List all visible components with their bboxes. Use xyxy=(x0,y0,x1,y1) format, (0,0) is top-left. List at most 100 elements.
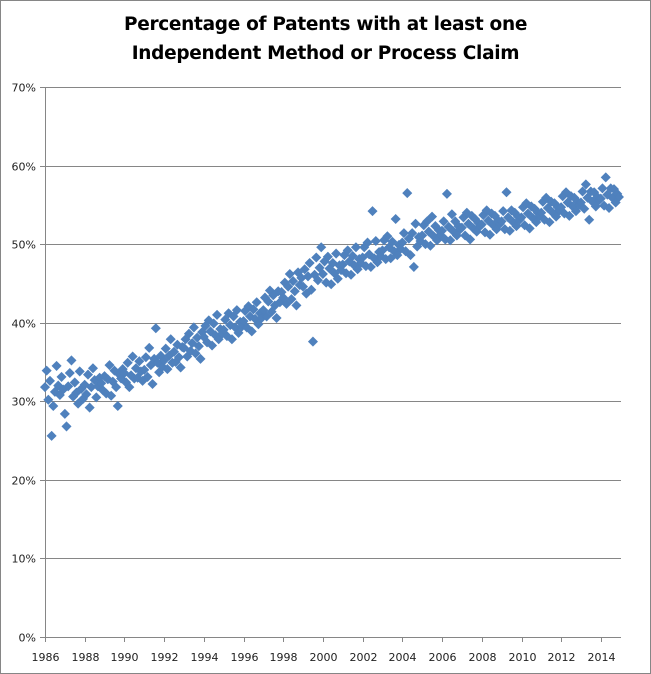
data-point xyxy=(69,377,80,388)
data-point xyxy=(291,300,302,311)
data-point xyxy=(579,203,590,214)
data-point xyxy=(271,312,282,324)
data-point xyxy=(212,309,223,320)
y-tick-label: 20% xyxy=(12,475,36,488)
data-point xyxy=(162,364,173,375)
x-tick-label: 1998 xyxy=(270,651,298,664)
data-point xyxy=(284,268,295,280)
data-point xyxy=(465,234,476,245)
data-point xyxy=(91,392,102,403)
data-point xyxy=(134,356,145,367)
data-point xyxy=(311,252,322,263)
data-point xyxy=(536,207,547,218)
x-tick-label: 1996 xyxy=(231,651,259,664)
data-point xyxy=(445,235,456,246)
data-point xyxy=(484,229,495,240)
data-point xyxy=(408,261,419,272)
data-point xyxy=(190,348,201,359)
data-point xyxy=(178,342,189,353)
x-tick-label: 2010 xyxy=(509,651,537,664)
data-point xyxy=(501,187,512,198)
data-point xyxy=(102,374,113,385)
data-point xyxy=(283,281,294,292)
data-point xyxy=(397,237,408,248)
data-point xyxy=(246,326,257,337)
x-tick-label: 2004 xyxy=(389,651,417,664)
data-point xyxy=(74,366,85,377)
x-tick-label: 1994 xyxy=(191,651,219,664)
data-point xyxy=(357,252,368,263)
data-point xyxy=(345,269,357,280)
data-point xyxy=(101,388,112,399)
data-point xyxy=(503,212,514,223)
data-point xyxy=(175,362,186,373)
data-point xyxy=(39,382,51,393)
data-point xyxy=(61,421,72,432)
data-point xyxy=(438,216,449,227)
data-point xyxy=(306,284,317,295)
data-point xyxy=(522,208,534,219)
y-tick-label: 0% xyxy=(19,632,36,645)
data-point xyxy=(104,360,115,371)
data-point xyxy=(56,371,67,382)
data-point xyxy=(365,261,376,272)
data-point xyxy=(261,311,272,322)
data-point xyxy=(498,206,509,217)
data-point xyxy=(130,363,142,374)
x-tick-label: 2012 xyxy=(548,651,576,664)
data-point xyxy=(59,408,70,419)
data-point xyxy=(119,367,130,379)
data-point xyxy=(604,202,615,214)
data-point xyxy=(188,322,199,333)
data-point xyxy=(476,219,487,230)
data-point xyxy=(332,273,343,284)
data-point xyxy=(597,183,608,194)
data-point xyxy=(298,281,309,292)
data-point xyxy=(387,236,398,247)
data-point xyxy=(289,286,300,297)
data-point xyxy=(207,340,218,351)
x-tick-label: 1986 xyxy=(32,651,60,664)
data-point xyxy=(415,235,426,247)
data-point xyxy=(600,172,611,183)
data-point xyxy=(185,345,196,357)
data-point xyxy=(106,390,117,401)
data-point xyxy=(84,402,95,413)
data-point xyxy=(81,389,92,400)
data-point xyxy=(342,245,353,256)
x-tick-label: 2008 xyxy=(469,651,497,664)
data-point xyxy=(147,378,158,390)
data-point xyxy=(599,200,610,211)
data-point xyxy=(150,323,161,334)
data-point xyxy=(539,214,550,225)
data-points xyxy=(39,172,624,441)
data-point xyxy=(561,187,572,198)
data-point xyxy=(405,250,416,261)
data-point xyxy=(193,341,204,352)
data-point xyxy=(584,214,595,225)
data-point xyxy=(183,328,194,339)
data-point xyxy=(299,264,310,275)
data-point xyxy=(73,398,84,409)
data-point xyxy=(124,382,135,393)
x-tick-label: 2006 xyxy=(429,651,457,664)
chart-title-line-1: Percentage of Patents with at least one xyxy=(123,14,528,35)
data-point xyxy=(127,351,138,362)
data-point xyxy=(425,240,436,251)
data-point xyxy=(112,400,123,412)
data-point xyxy=(122,357,133,368)
x-tick-label: 1992 xyxy=(151,651,179,664)
data-point xyxy=(422,216,433,227)
data-point xyxy=(516,212,527,223)
data-point xyxy=(382,231,393,242)
data-point xyxy=(446,209,457,220)
data-point xyxy=(304,257,315,269)
data-point xyxy=(436,225,448,236)
data-point xyxy=(160,343,171,354)
data-point xyxy=(443,221,454,232)
gridlines xyxy=(45,87,621,559)
data-point xyxy=(367,206,378,217)
data-point xyxy=(504,225,515,236)
